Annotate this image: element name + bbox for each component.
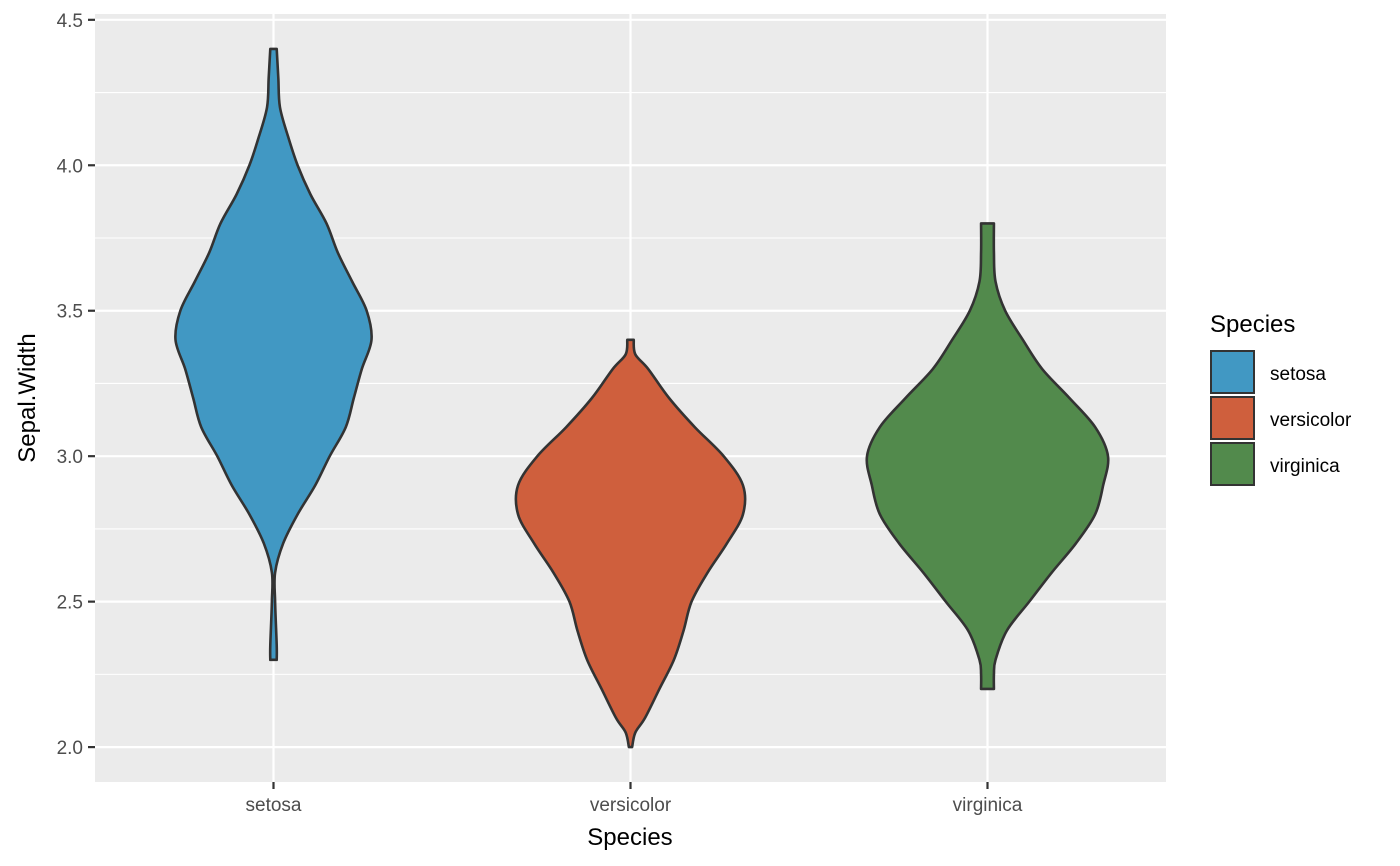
violin-versicolor: [514, 338, 747, 749]
y-tick-label: 4.5: [57, 11, 83, 32]
violins: [174, 47, 1110, 749]
legend-label-versicolor: versicolor: [1270, 410, 1352, 431]
violin-setosa: [174, 47, 373, 662]
legend-key-virginica: [1210, 442, 1255, 486]
y-tick-label: 3.5: [57, 302, 83, 323]
legend-key-setosa: [1210, 350, 1255, 394]
y-tick-label: 3.0: [57, 447, 83, 468]
x-axis-title: Species: [587, 824, 672, 851]
y-axis-title: Sepal.Width: [14, 333, 41, 462]
x-tick-label: virginica: [953, 795, 1023, 816]
y-tick-label: 2.0: [57, 738, 83, 759]
legend-label-virginica: virginica: [1270, 456, 1340, 477]
y-axis: 2.0 2.5 3.0 3.5 4.0 4.5: [57, 11, 95, 759]
y-tick-label: 2.5: [57, 593, 83, 614]
legend-title: Species: [1210, 311, 1295, 338]
x-tick-label: versicolor: [590, 795, 672, 816]
x-tick-label: setosa: [246, 795, 302, 816]
legend: Species setosa versicolor virginica: [1210, 311, 1352, 486]
legend-key-versicolor: [1210, 396, 1255, 440]
violin-virginica: [865, 222, 1110, 691]
y-tick-label: 4.0: [57, 156, 83, 177]
x-axis: setosa versicolor virginica: [246, 782, 1023, 816]
legend-label-setosa: setosa: [1270, 364, 1326, 385]
